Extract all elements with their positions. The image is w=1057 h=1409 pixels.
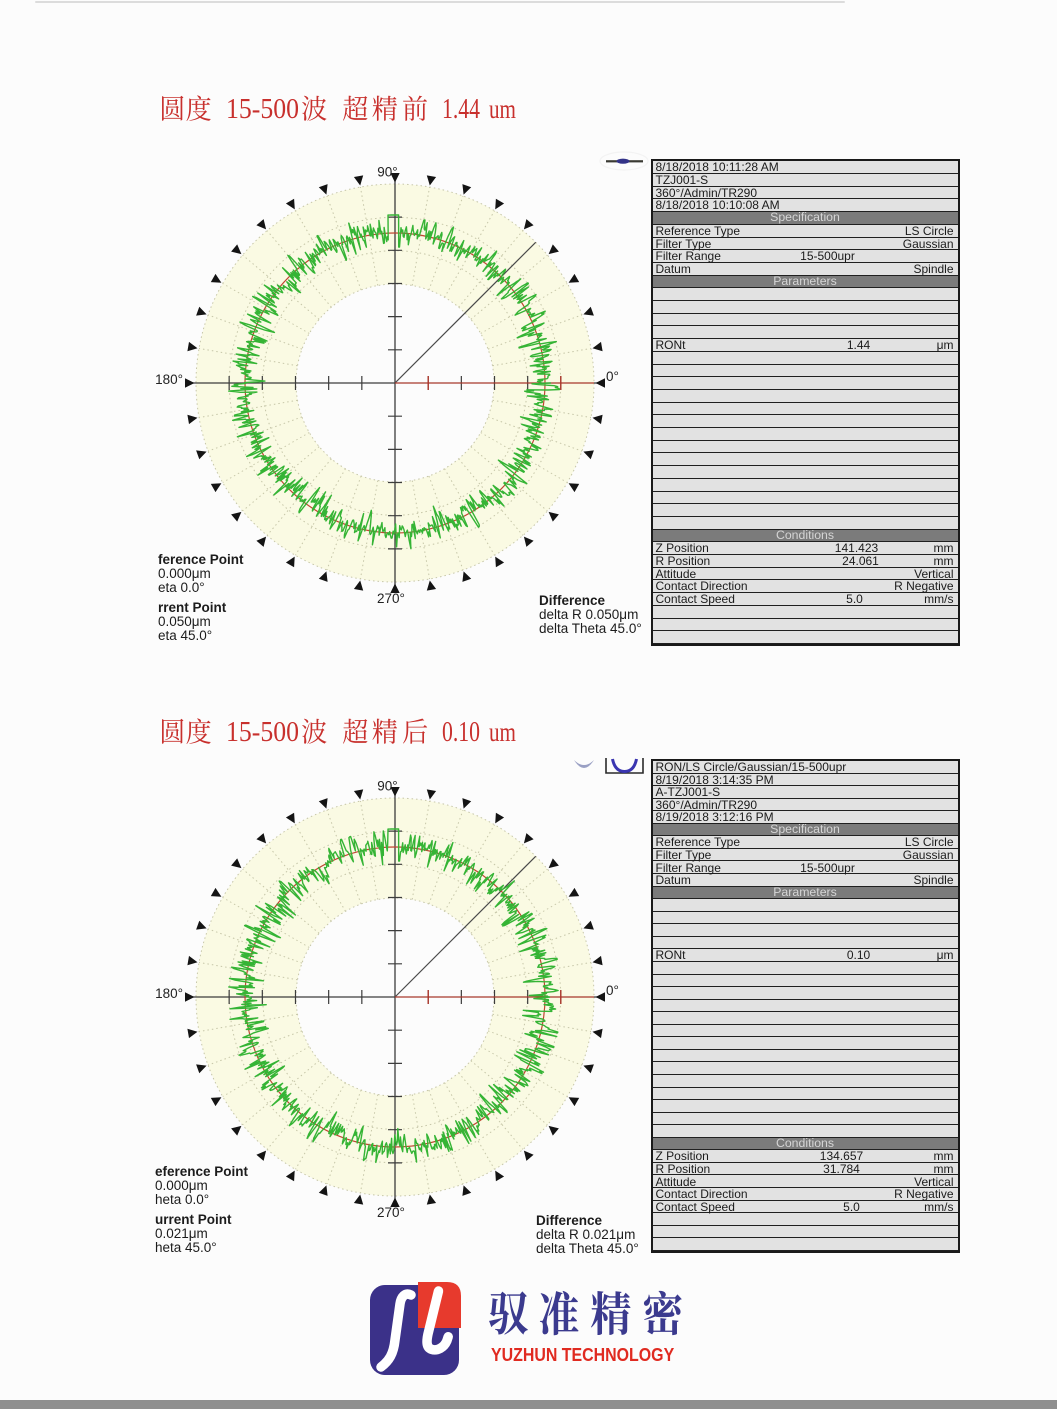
svg-text:15-500: 15-500 [226,716,299,748]
svg-text:90°: 90° [377,165,397,180]
svg-text:0°: 0° [606,983,619,998]
svg-text:um: um [489,717,516,747]
svg-text:0.10: 0.10 [442,716,480,748]
svg-text:um: um [489,94,516,124]
svg-text:270°: 270° [377,1205,405,1220]
svg-text:180°: 180° [155,986,183,1001]
svg-text:180°: 180° [155,372,183,387]
svg-text:0°: 0° [606,369,619,384]
svg-text:15-500: 15-500 [226,93,299,125]
svg-text:270°: 270° [377,591,405,606]
svg-text:1.44: 1.44 [442,93,480,125]
svg-text:90°: 90° [377,779,397,794]
